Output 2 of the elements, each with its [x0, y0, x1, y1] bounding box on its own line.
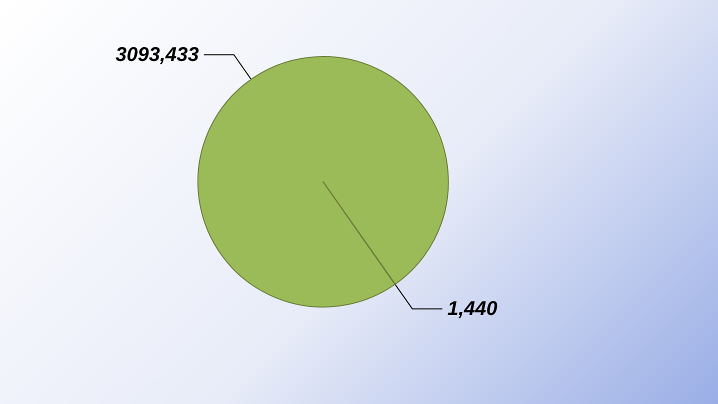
data-label: 3093,433	[115, 44, 199, 66]
data-label: 1,440	[447, 298, 498, 320]
